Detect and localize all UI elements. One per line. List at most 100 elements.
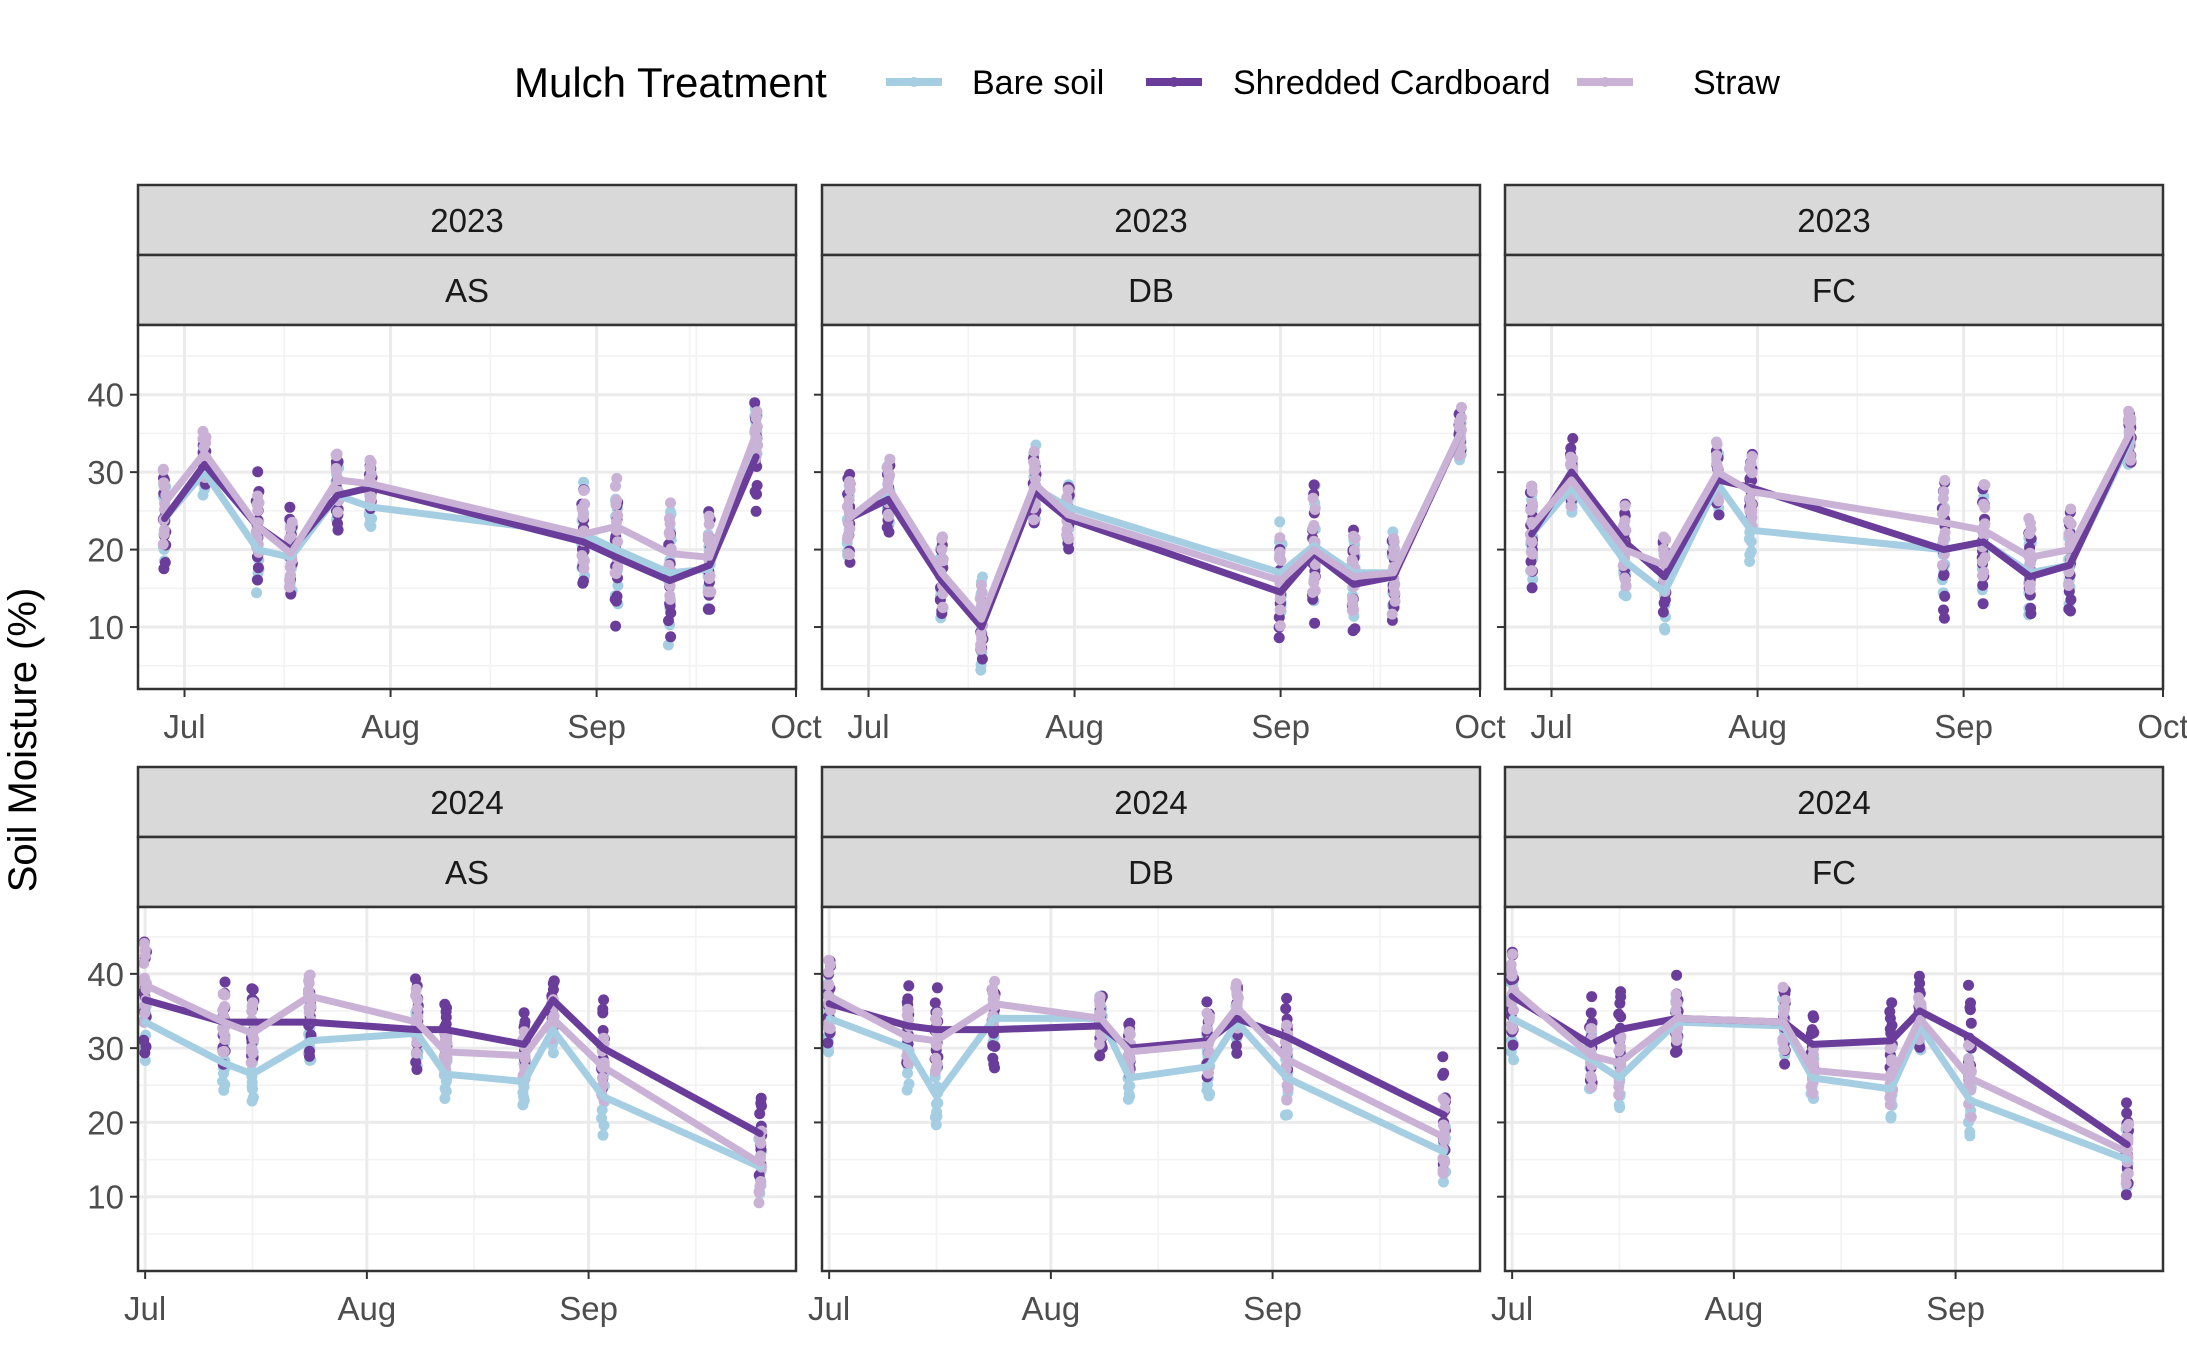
point-straw <box>842 548 854 559</box>
strip-site-label: FC <box>1812 854 1856 891</box>
point-shredded-cardboard <box>1965 997 1976 1009</box>
point-straw <box>1281 1019 1293 1031</box>
panel-border <box>1503 323 2165 691</box>
series-line-straw <box>161 429 760 561</box>
point-straw <box>1567 453 1579 465</box>
point-shredded-cardboard <box>1526 582 1538 594</box>
point-bare-soil <box>930 1098 942 1110</box>
point-straw <box>1347 593 1359 605</box>
point-straw <box>1275 554 1287 566</box>
point-bare-soil <box>1745 536 1757 548</box>
point-straw <box>1347 557 1359 569</box>
panel-background <box>138 907 796 1271</box>
point-straw <box>664 593 676 605</box>
point-shredded-cardboard <box>902 993 914 1005</box>
point-shredded-cardboard <box>304 1045 315 1057</box>
y-tick-label: 20 <box>87 532 124 569</box>
point-straw <box>931 1007 943 1019</box>
point-straw <box>1963 1039 1974 1051</box>
point-shredded-cardboard <box>252 574 263 586</box>
point-bare-soil <box>217 1076 229 1087</box>
legend-label-straw: Straw <box>1693 64 1780 102</box>
facet-2024-as: 2024 AS 10 20 30 40 Jul Aug Sep <box>87 765 798 1327</box>
point-shredded-cardboard <box>1977 598 1989 610</box>
point-shredded-cardboard <box>1938 569 1950 581</box>
point-straw <box>1455 412 1467 424</box>
point-straw <box>598 1032 610 1044</box>
point-shredded-cardboard <box>548 975 560 987</box>
point-straw <box>411 1003 423 1015</box>
point-straw <box>247 997 259 1009</box>
point-straw <box>1274 620 1286 632</box>
point-straw <box>139 972 150 984</box>
strip-site-label: AS <box>445 272 489 309</box>
point-shredded-cardboard <box>610 620 622 632</box>
point-shredded-cardboard <box>704 603 716 615</box>
point-straw <box>930 1052 942 1064</box>
point-straw <box>882 508 894 520</box>
point-straw <box>245 1042 257 1054</box>
point-straw <box>703 518 715 530</box>
point-straw <box>612 561 624 573</box>
point-shredded-cardboard <box>1201 996 1213 1008</box>
x-tick-label: Sep <box>1251 708 1310 745</box>
strip-site <box>136 835 798 909</box>
point-straw <box>138 938 150 949</box>
point-straw <box>1281 1094 1293 1106</box>
point-straw <box>665 497 676 509</box>
point-straw <box>1978 498 1990 510</box>
point-shredded-cardboard <box>750 505 762 517</box>
point-straw <box>1613 1089 1625 1101</box>
point-straw <box>1307 586 1319 598</box>
x-tick-label: Jul <box>124 1290 166 1327</box>
point-straw <box>332 506 344 518</box>
legend-item-shredded-cardboard: Shredded Cardboard <box>1146 64 1551 102</box>
point-shredded-cardboard <box>1230 1040 1242 1052</box>
point-bare-soil <box>1438 1176 1449 1188</box>
point-straw <box>2063 528 2075 540</box>
point-straw <box>218 1045 230 1057</box>
y-tick-label: 30 <box>87 454 124 491</box>
point-straw <box>1028 456 1040 468</box>
point-straw <box>245 1057 257 1068</box>
strip-year <box>136 183 798 257</box>
point-straw <box>2063 515 2074 527</box>
x-tick-label: Aug <box>361 708 420 745</box>
point-straw <box>975 628 987 640</box>
point-straw <box>1886 1041 1898 1053</box>
point-straw <box>702 530 714 542</box>
panel-border <box>820 323 1482 691</box>
point-straw <box>937 602 949 614</box>
point-straw <box>1028 446 1040 457</box>
x-tick-label: Aug <box>1705 1290 1764 1327</box>
point-straw <box>1307 492 1319 504</box>
point-shredded-cardboard <box>1280 1003 1292 1015</box>
point-straw <box>611 472 623 484</box>
point-straw <box>751 421 763 433</box>
point-straw <box>597 1072 608 1084</box>
point-shredded-cardboard <box>2121 1097 2132 1109</box>
point-shredded-cardboard <box>1615 986 1627 998</box>
x-tick-label: Oct <box>770 708 821 745</box>
point-straw <box>219 1001 230 1012</box>
point-straw <box>1660 534 1672 545</box>
point-shredded-cardboard <box>1965 1017 1977 1029</box>
point-straw <box>1585 1070 1597 1082</box>
point-bare-soil <box>977 571 988 583</box>
point-shredded-cardboard <box>1938 604 1949 616</box>
point-shredded-cardboard <box>931 982 943 994</box>
strip-year-label: 2024 <box>430 784 503 821</box>
point-shredded-cardboard <box>252 466 264 478</box>
point-straw <box>1615 1041 1627 1053</box>
point-straw <box>1437 1119 1449 1131</box>
point-shredded-cardboard <box>1585 1007 1597 1019</box>
point-shredded-cardboard <box>1939 590 1951 602</box>
point-straw <box>578 485 590 496</box>
point-shredded-cardboard <box>929 997 941 1009</box>
x-tick-label: Sep <box>1926 1290 1985 1327</box>
point-straw <box>1527 548 1538 560</box>
point-straw <box>1711 457 1723 469</box>
legend: Mulch Treatment Bare soil Shredded Cardb… <box>514 59 1780 106</box>
point-straw <box>936 533 948 545</box>
